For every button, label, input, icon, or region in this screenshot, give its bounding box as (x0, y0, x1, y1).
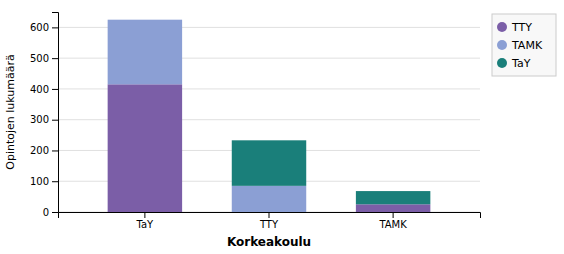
legend-frame (492, 14, 556, 76)
y-axis: 0 100 200 300 400 500 600 (30, 13, 59, 218)
tick-mark (52, 89, 58, 90)
legend-label: TTY (511, 21, 532, 34)
legend-item: TaY (497, 57, 531, 70)
tick: 0 (43, 207, 58, 218)
tick-mark (269, 212, 270, 218)
chart: 0 100 200 300 400 500 600 TaY TTY TAMK Korkeakoulu… (0, 0, 564, 254)
tick-mark (52, 212, 58, 213)
tick-label: TaY (136, 219, 155, 230)
bar (108, 19, 182, 20)
tick: 600 (30, 22, 58, 33)
axis-line (59, 213, 481, 219)
bar (108, 84, 182, 212)
tick-label: TTY (259, 219, 279, 230)
tick-label: 400 (30, 84, 49, 95)
tick-mark (52, 150, 58, 151)
tick: TTY (259, 212, 279, 230)
series (232, 140, 431, 204)
tick-label: TAMK (378, 219, 407, 230)
series (108, 84, 431, 212)
legend-label: TAMK (511, 39, 543, 52)
tick-label: 200 (30, 145, 49, 156)
legend-item: TAMK (497, 39, 543, 52)
axis-line (52, 13, 59, 213)
legend-item: TTY (497, 21, 532, 34)
tick-mark (52, 120, 58, 121)
tick: 100 (30, 176, 58, 187)
x-axis-title: Korkeakoulu (227, 235, 311, 249)
series (108, 20, 307, 212)
bar (232, 140, 306, 186)
legend-swatch (497, 40, 507, 50)
tick-mark (52, 58, 58, 59)
legend-swatch (497, 22, 507, 32)
bar (356, 204, 430, 212)
tick: TAMK (378, 212, 407, 230)
tick: 200 (30, 145, 58, 156)
tick-label: 0 (43, 207, 49, 218)
tick-mark (393, 212, 394, 218)
plot: 0 100 200 300 400 500 600 TaY TTY TAMK (30, 13, 481, 231)
bars (108, 20, 431, 212)
bar (108, 20, 182, 85)
legend: TTY TAMK TaY (492, 14, 556, 76)
tick-mark (144, 212, 145, 218)
tick: 300 (30, 114, 58, 125)
tick-label: 300 (30, 114, 49, 125)
tick-label: 600 (30, 22, 49, 33)
tick-mark (52, 27, 58, 28)
bar (356, 191, 430, 204)
y-axis-title: Opintojen lukumäärä (4, 54, 17, 170)
tick: 500 (30, 53, 58, 64)
tick: TaY (136, 212, 155, 230)
tick-label: 100 (30, 176, 49, 187)
tick-label: 500 (30, 53, 49, 64)
legend-swatch (497, 58, 507, 68)
legend-label: TaY (511, 57, 531, 70)
tick-mark (52, 181, 58, 182)
bar (232, 186, 306, 212)
tick: 400 (30, 84, 58, 95)
x-axis: TaY TTY TAMK (59, 212, 481, 230)
